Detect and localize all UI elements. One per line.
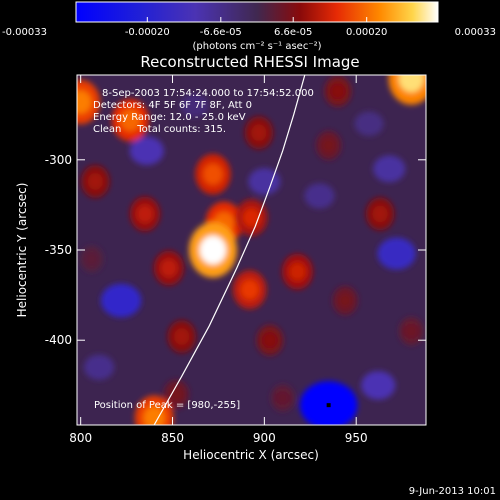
- colorbar-gradient: [76, 2, 438, 22]
- y-tick-label: -300: [45, 153, 72, 167]
- heatmap-cold-spot: [129, 136, 164, 166]
- heatmap-hot-spot: [276, 390, 290, 405]
- heatmap-hot-spot: [87, 172, 104, 190]
- x-axis-tick-labels: 800 850 900 950: [69, 431, 367, 445]
- x-tick-label: 950: [345, 431, 368, 445]
- info-energy-range: Energy Range: 12.0 - 25.0 keV: [93, 112, 246, 123]
- heatmap-hot-spot: [160, 258, 178, 278]
- y-axis-label: Heliocentric Y (arcsec): [15, 183, 29, 318]
- heatmap-hot-spot: [251, 124, 267, 142]
- heatmap-hot-spot: [240, 279, 259, 300]
- heatmap-hot-spot: [85, 252, 98, 266]
- x-axis-label: Heliocentric X (arcsec): [183, 448, 319, 462]
- peak-position-label: Position of Peak = [980,-255]: [94, 400, 240, 411]
- y-tick-label: -350: [45, 243, 72, 257]
- colorbar-tick-label: -0.00020: [125, 27, 170, 38]
- info-clean-counts: Clean Total counts: 315.: [93, 124, 226, 135]
- observation-info: 8-Sep-2003 17:54:24.000 to 17:54:52.000 …: [93, 88, 314, 135]
- heatmap-cold-spot: [377, 237, 416, 270]
- colorbar-tick-labels: -0.00033 -0.00020 -6.6e-05 6.6e-05 0.00020 0.…: [2, 27, 496, 38]
- x-tick-label: 850: [161, 431, 184, 445]
- heatmap-cold-spot: [83, 354, 115, 380]
- heatmap-hot-spot: [338, 292, 353, 309]
- chart-title: Reconstructed RHESSI Image: [140, 53, 359, 71]
- heatmap-hot-spot: [262, 332, 278, 349]
- heatmap-cold-spot: [248, 168, 281, 195]
- y-tick-label: -400: [45, 333, 72, 347]
- heatmap-cold-spot: [100, 283, 142, 318]
- heatmap-cold-spot: [354, 111, 384, 136]
- heatmap-hot-spot: [330, 83, 346, 100]
- plot-area: [77, 75, 426, 425]
- heatmap-hot-spot: [77, 90, 92, 114]
- heatmap-cold-spot: [361, 371, 396, 400]
- heatmap-cold-spot: [304, 183, 335, 209]
- footer-date: 9-Jun-2013 10:01: [409, 486, 496, 497]
- heatmap-hot-spot: [203, 163, 223, 185]
- heatmap-hot-spot: [120, 109, 141, 132]
- heatmap-hot-spot: [136, 204, 154, 223]
- colorbar-tick-label: -6.6e-05: [200, 27, 242, 38]
- colorbar-tick-label: 6.6e-05: [274, 27, 312, 38]
- x-axis-ticks: [80, 75, 357, 425]
- colorbar-tick-label: -0.00033: [2, 27, 47, 38]
- peak-marker: [326, 403, 331, 408]
- heatmap-cold-spot: [299, 381, 358, 425]
- heatmap-hot-spot: [199, 235, 227, 265]
- colorbar: -0.00033 -0.00020 -6.6e-05 6.6e-05 0.00020 0.…: [2, 1, 496, 52]
- heatmap-hot-spot: [143, 406, 165, 425]
- colorbar-ticks: [75, 17, 439, 22]
- heatmap-cold-spot: [180, 93, 209, 118]
- heatmap-hot-spot: [321, 137, 336, 153]
- colorbar-frame: [75, 1, 439, 23]
- y-axis-ticks: [77, 159, 426, 341]
- heatmap-hot-spot: [404, 323, 418, 339]
- x-tick-label: 900: [253, 431, 276, 445]
- info-detectors: Detectors: 4F 5F 6F 7F 8F, Att 0: [93, 100, 252, 111]
- heatmap-hot-spot: [372, 205, 388, 223]
- heatmap-hot-spot: [288, 262, 306, 281]
- heatmap-hot-spot: [169, 386, 184, 402]
- heatmap-hot-spot: [398, 75, 424, 93]
- heatmap-spots: [77, 75, 426, 425]
- x-tick-label: 800: [69, 431, 92, 445]
- heatmap-hot-spot: [173, 328, 190, 346]
- solar-limb-curve: [153, 75, 306, 425]
- heatmap-cold-spot: [373, 155, 406, 183]
- colorbar-tick-label: 0.00020: [346, 27, 387, 38]
- info-time-range: 8-Sep-2003 17:54:24.000 to 17:54:52.000: [102, 88, 314, 99]
- colorbar-unit-label: (photons cm⁻² s⁻¹ asec⁻²): [192, 41, 321, 52]
- heatmap-hot-spot: [242, 207, 261, 228]
- y-axis-tick-labels: -300 -350 -400: [45, 153, 72, 347]
- colorbar-tick-label: 0.00033: [455, 27, 496, 38]
